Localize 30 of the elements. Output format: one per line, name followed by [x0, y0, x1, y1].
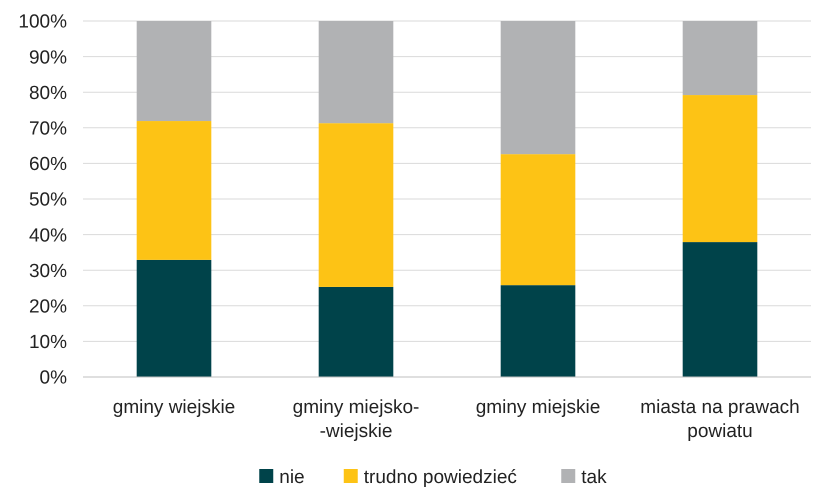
y-tick-label: 40% [28, 225, 68, 246]
x-tick-label: gminy wiejskie [112, 397, 236, 418]
y-tick-label: 10% [28, 332, 68, 354]
y-tick-label: 0% [40, 368, 68, 389]
bar [318, 286, 394, 377]
x-tick-label: miasta na prawach powiatu [640, 397, 800, 442]
y-tick-label: 50% [28, 190, 68, 211]
y-tick-label: 20% [28, 296, 68, 318]
bar [682, 21, 758, 96]
x-tick-label: gminy miejskie [476, 397, 600, 418]
bar [500, 285, 576, 377]
y-tick-label: 70% [28, 118, 68, 140]
bar [318, 123, 394, 287]
bar [136, 21, 212, 122]
y-tick-label: 60% [28, 154, 68, 176]
bar [500, 154, 576, 286]
y-tick-label: 100% [18, 12, 68, 33]
legend-label: nie [279, 467, 305, 488]
bar [682, 242, 758, 377]
bar [136, 260, 212, 377]
y-tick-label: 80% [28, 82, 68, 104]
x-tick-label: gminy miejsko- -wiejskie [292, 397, 420, 442]
legend-label: tak [581, 467, 608, 488]
bar [500, 21, 576, 154]
bar [136, 121, 212, 260]
y-tick-label: 90% [28, 47, 68, 68]
bar [682, 95, 758, 242]
bar [318, 21, 394, 124]
y-tick-label: 30% [28, 260, 68, 282]
legend-label: trudno powiedzieć [364, 467, 517, 488]
